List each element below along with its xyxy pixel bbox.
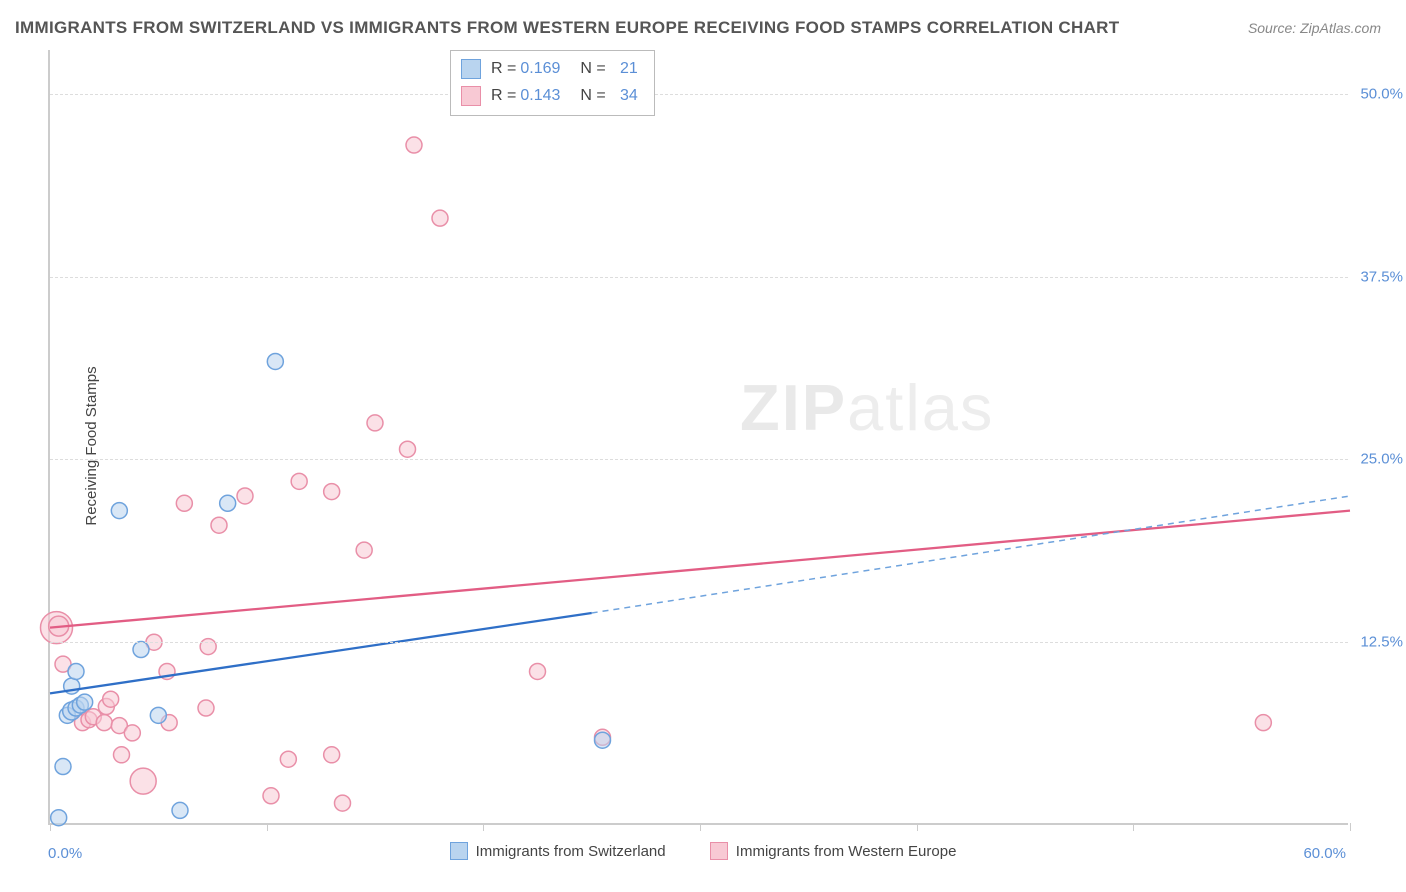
data-point (150, 707, 166, 723)
data-point (133, 642, 149, 658)
data-point (432, 210, 448, 226)
data-point (51, 810, 67, 826)
data-point (530, 663, 546, 679)
data-point (130, 768, 156, 794)
data-point (220, 495, 236, 511)
data-point (124, 725, 140, 741)
data-point (77, 694, 93, 710)
data-point (114, 747, 130, 763)
gridline (50, 642, 1348, 643)
stats-row-western-europe: R = 0.143 N = 34 (461, 82, 644, 109)
data-point (280, 751, 296, 767)
y-tick-label: 12.5% (1360, 634, 1403, 651)
data-point (55, 759, 71, 775)
data-point (263, 788, 279, 804)
data-point (172, 802, 188, 818)
legend-item-western-europe: Immigrants from Western Europe (710, 842, 957, 860)
data-point (237, 488, 253, 504)
data-point (595, 732, 611, 748)
data-point (406, 137, 422, 153)
gridline (50, 94, 1348, 95)
data-point (211, 517, 227, 533)
data-point (111, 503, 127, 519)
series-legend: Immigrants from Switzerland Immigrants f… (0, 842, 1406, 864)
x-tick (483, 823, 484, 831)
data-point (103, 691, 119, 707)
x-tick (1350, 823, 1351, 831)
data-point (96, 715, 112, 731)
data-point (400, 441, 416, 457)
x-tick (917, 823, 918, 831)
plot-area: 12.5%25.0%37.5%50.0% (48, 50, 1348, 825)
trend-line (50, 613, 592, 693)
x-tick (267, 823, 268, 831)
legend-item-switzerland: Immigrants from Switzerland (450, 842, 666, 860)
trend-line (50, 511, 1350, 628)
data-point (267, 353, 283, 369)
source-attribution: Source: ZipAtlas.com (1248, 20, 1381, 36)
correlation-stats-box: R = 0.169 N = 21 R = 0.143 N = 34 (450, 50, 655, 116)
data-point (68, 663, 84, 679)
data-point (356, 542, 372, 558)
data-point (176, 495, 192, 511)
data-point (1255, 715, 1271, 731)
gridline (50, 277, 1348, 278)
x-tick (1133, 823, 1134, 831)
data-point (200, 639, 216, 655)
stats-row-switzerland: R = 0.169 N = 21 (461, 55, 644, 82)
data-point (324, 747, 340, 763)
y-tick-label: 50.0% (1360, 85, 1403, 102)
x-tick (50, 823, 51, 831)
chart-svg (50, 50, 1348, 823)
trend-line (592, 496, 1350, 613)
data-point (198, 700, 214, 716)
x-tick (700, 823, 701, 831)
data-point (335, 795, 351, 811)
data-point (367, 415, 383, 431)
data-point (324, 484, 340, 500)
chart-title: IMMIGRANTS FROM SWITZERLAND VS IMMIGRANT… (15, 18, 1119, 38)
gridline (50, 459, 1348, 460)
data-point (291, 473, 307, 489)
y-tick-label: 37.5% (1360, 268, 1403, 285)
y-tick-label: 25.0% (1360, 451, 1403, 468)
